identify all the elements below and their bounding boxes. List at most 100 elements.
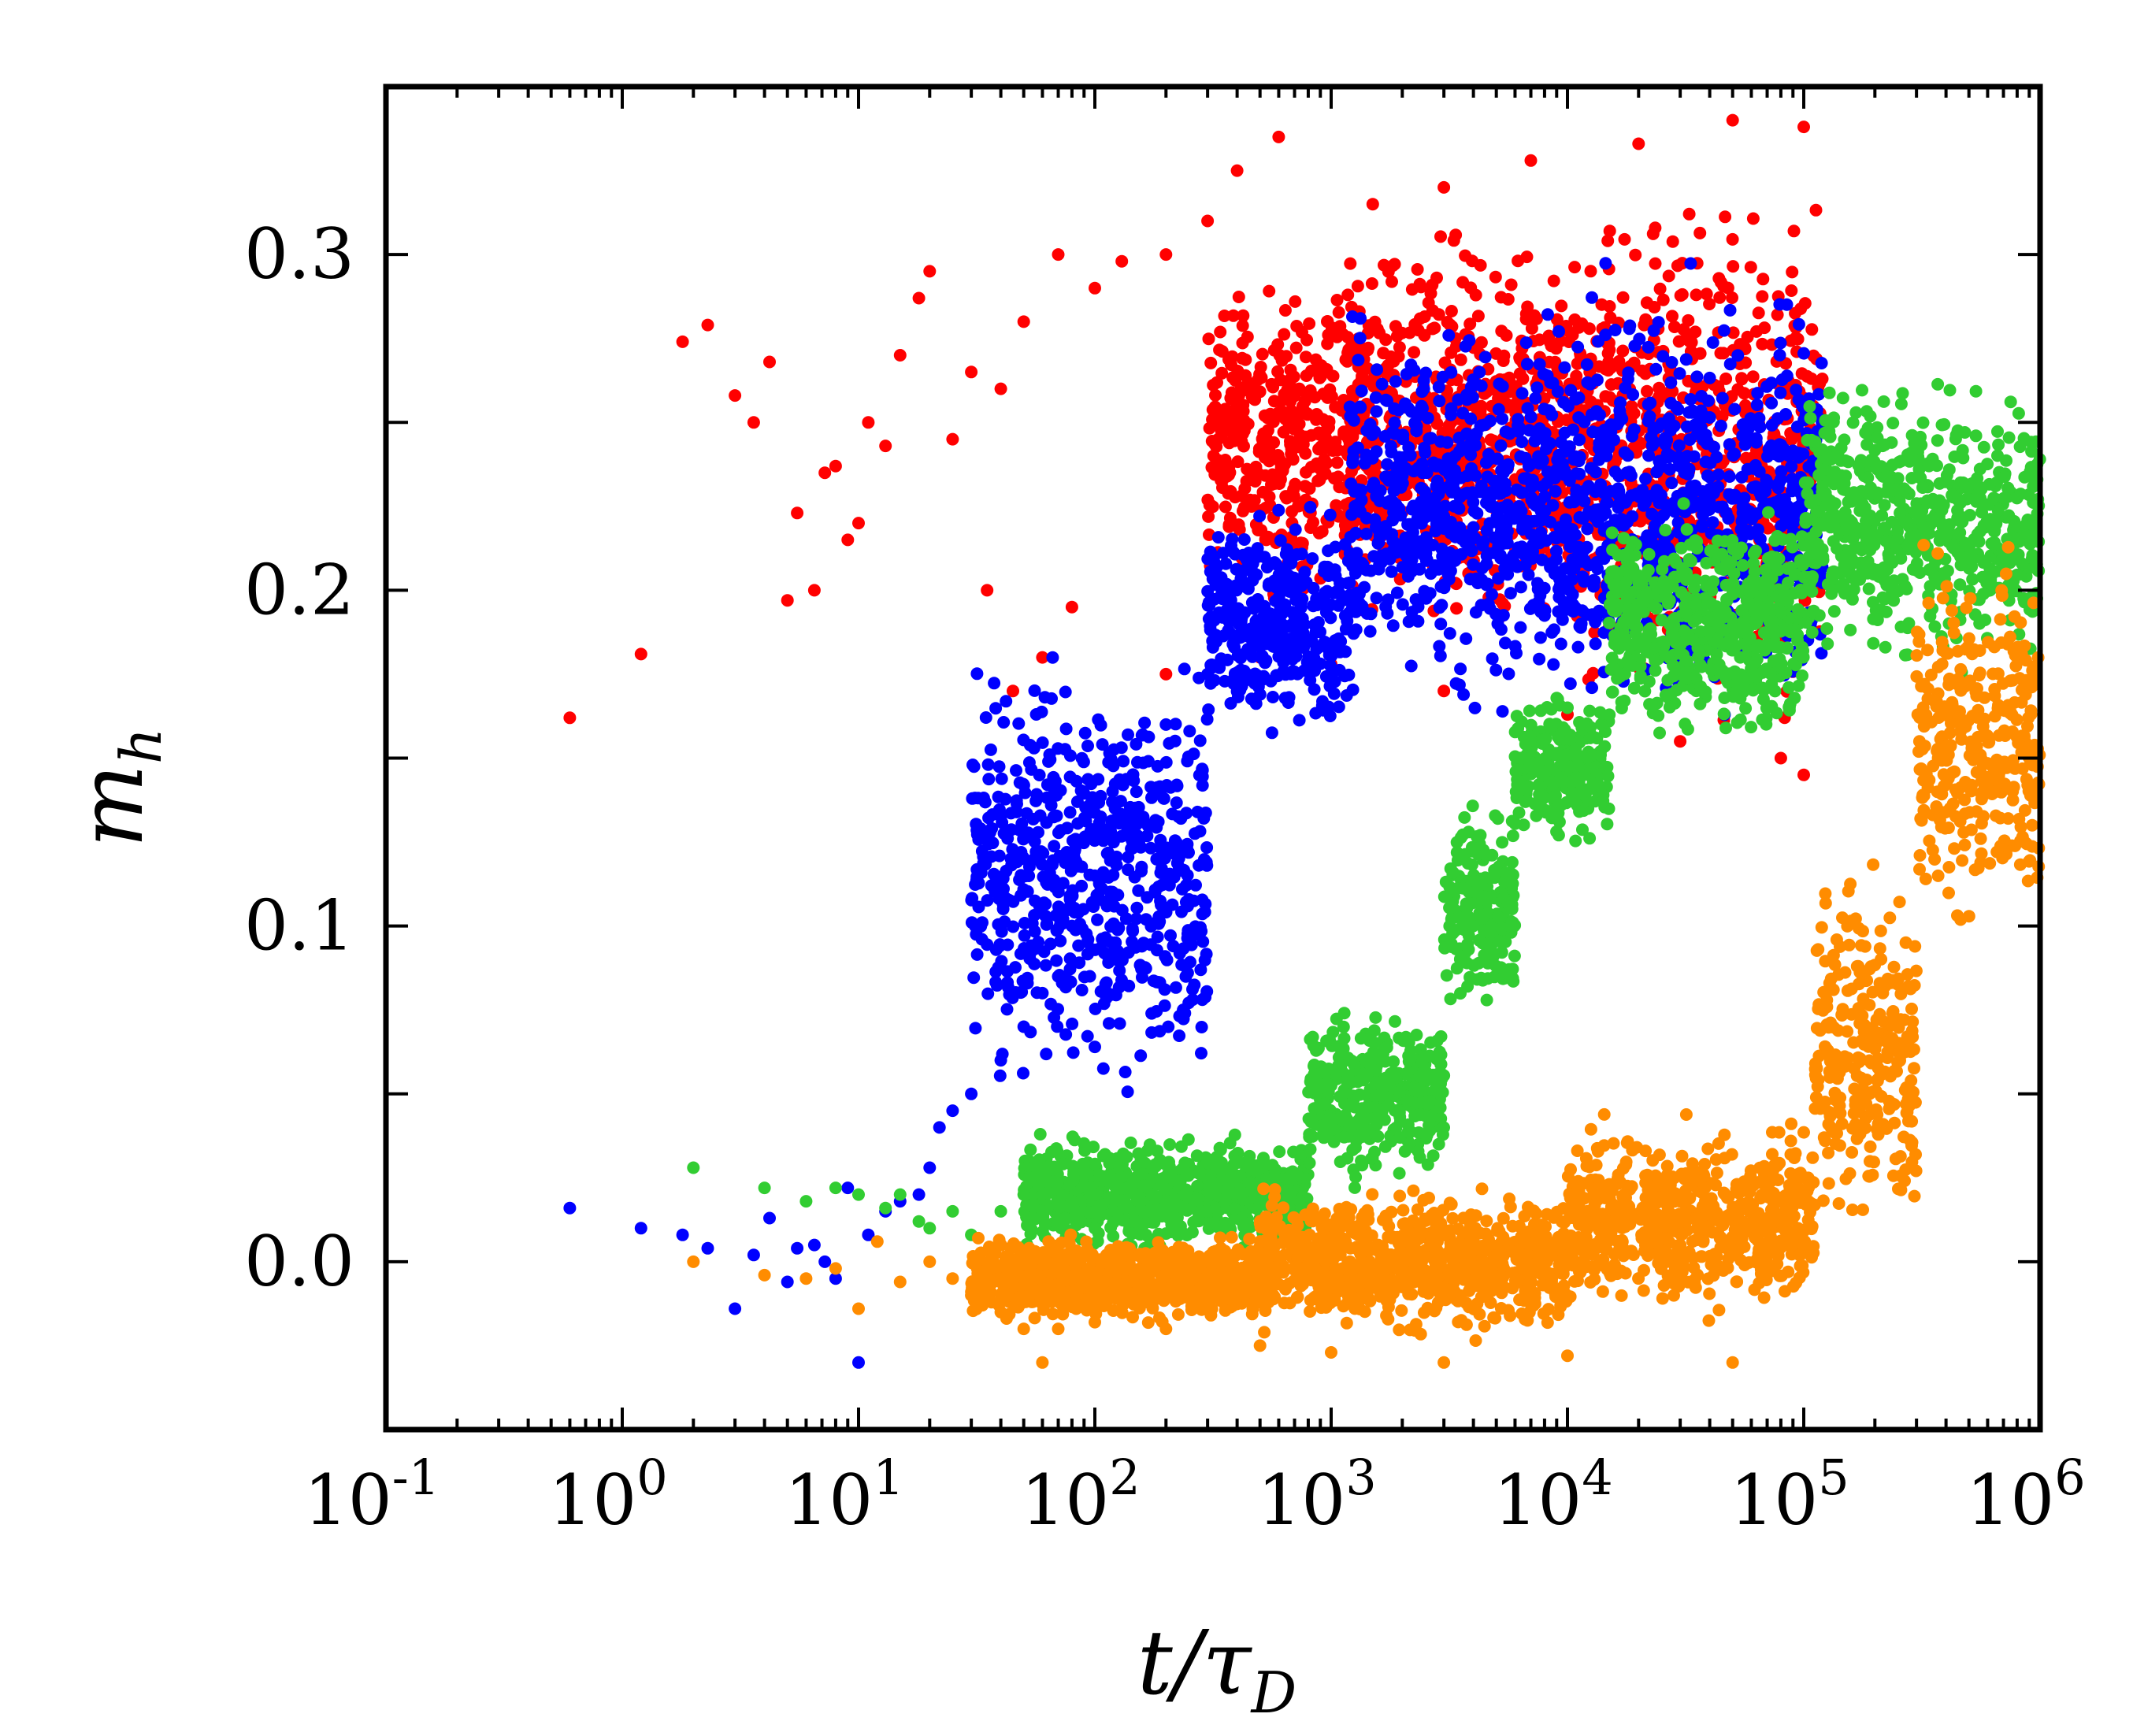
data-point [1366, 198, 1379, 211]
data-point [1183, 725, 1196, 738]
data-point [1169, 718, 1182, 731]
data-point [1006, 843, 1019, 856]
data-point [1200, 1204, 1213, 1218]
data-point [1040, 1048, 1053, 1061]
data-point [1289, 523, 1302, 536]
data-point [1248, 494, 1261, 507]
data-point [1744, 412, 1757, 425]
data-point [1444, 408, 1457, 421]
data-point [763, 355, 776, 369]
data-point [1795, 367, 1808, 380]
data-point [1270, 581, 1283, 594]
data-point [1685, 480, 1698, 493]
data-point [1072, 906, 1085, 919]
data-point [1512, 425, 1525, 438]
data-point [1163, 1138, 1177, 1152]
data-point [1387, 543, 1400, 556]
data-point [982, 811, 996, 825]
data-point [1519, 336, 1533, 350]
data-point [1774, 336, 1787, 350]
data-point [1574, 621, 1587, 634]
data-point [1029, 708, 1043, 721]
data-point [1726, 232, 1739, 246]
data-point [1196, 907, 1209, 921]
data-point [975, 844, 989, 858]
data-point [1174, 1140, 1188, 1153]
data-point [1196, 779, 1209, 792]
data-point [1589, 637, 1602, 651]
data-point [1237, 405, 1250, 418]
data-point [1251, 542, 1264, 555]
data-point [1169, 981, 1182, 994]
data-point [1739, 502, 1753, 515]
data-point [1371, 520, 1385, 533]
data-point [1750, 325, 1763, 338]
data-point [1815, 357, 1828, 369]
data-point [1271, 338, 1285, 351]
data-point [1356, 599, 1369, 613]
data-point [1752, 306, 1765, 320]
data-point [1431, 474, 1444, 488]
data-point [1318, 560, 1331, 573]
data-point [747, 416, 760, 429]
data-point [1475, 573, 1489, 587]
data-point [1726, 113, 1739, 127]
data-point [1313, 371, 1326, 384]
data-point [1220, 577, 1233, 591]
data-point [1219, 500, 1232, 514]
data-point [1158, 983, 1171, 996]
data-point [1060, 822, 1074, 835]
data-point [1344, 257, 1357, 270]
data-point [1388, 416, 1401, 429]
data-point [1761, 477, 1775, 491]
data-point [1333, 480, 1346, 494]
data-point [1117, 816, 1130, 829]
data-point [1411, 263, 1424, 276]
data-point [1581, 376, 1594, 389]
data-point [1059, 722, 1073, 736]
data-point [1568, 601, 1582, 614]
data-point [1036, 651, 1049, 664]
data-point [1241, 330, 1254, 343]
data-point [1059, 685, 1072, 699]
data-point [1666, 310, 1679, 323]
data-point [1447, 234, 1460, 247]
data-point [1566, 588, 1579, 601]
data-point [912, 291, 926, 305]
data-point [1601, 364, 1615, 377]
data-point [1404, 659, 1418, 673]
data-point [1237, 580, 1250, 592]
data-point [1176, 1163, 1189, 1175]
data-point [1279, 1188, 1293, 1201]
data-point [1408, 417, 1422, 430]
data-point [1442, 419, 1456, 432]
data-point [1677, 323, 1690, 336]
data-point [1018, 929, 1031, 942]
data-point [1713, 291, 1727, 304]
data-point [999, 792, 1012, 806]
data-point [1137, 937, 1150, 950]
data-point [1434, 230, 1447, 243]
data-point [1687, 450, 1701, 463]
data-point [1038, 1162, 1052, 1175]
data-point [1026, 813, 1040, 825]
data-point [1555, 299, 1568, 313]
data-point [1133, 959, 1147, 972]
data-point [1456, 276, 1470, 289]
data-point [1003, 988, 1016, 1001]
data-point [1170, 836, 1183, 849]
data-point [1293, 714, 1306, 727]
data-point [1629, 248, 1642, 262]
data-point [1039, 1219, 1052, 1231]
data-point [1330, 456, 1344, 469]
data-point [1428, 321, 1441, 335]
data-point [1639, 472, 1653, 485]
data-point [1433, 395, 1446, 408]
data-point [1349, 623, 1363, 636]
data-point [1140, 913, 1152, 926]
data-point [1738, 387, 1751, 400]
data-point [1728, 447, 1742, 461]
data-point [1063, 889, 1077, 903]
data-point [989, 943, 1003, 956]
data-point [1130, 912, 1143, 925]
